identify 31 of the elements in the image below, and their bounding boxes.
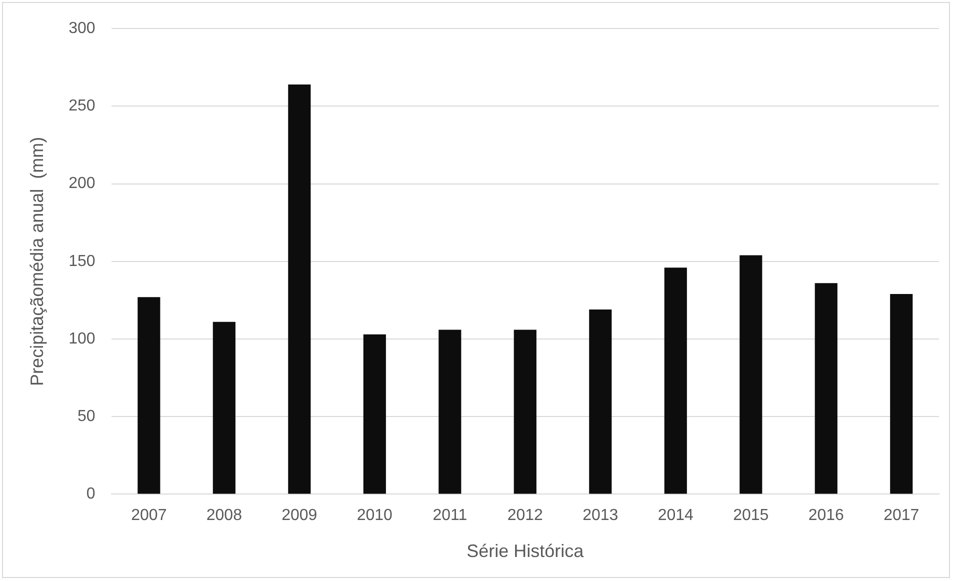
x-tick-label: 2013 bbox=[582, 507, 618, 524]
x-tick-label: 2016 bbox=[808, 507, 844, 524]
bar bbox=[890, 294, 913, 494]
bar bbox=[664, 268, 687, 494]
x-tick-label: 2012 bbox=[507, 507, 544, 524]
bar bbox=[740, 255, 762, 494]
bar bbox=[814, 283, 838, 494]
y-tick-label: 150 bbox=[68, 252, 96, 270]
x-tick-label: 2015 bbox=[733, 507, 769, 524]
x-tick-label: 2008 bbox=[206, 507, 242, 524]
x-tick-label: 2014 bbox=[658, 507, 694, 524]
x-tick-label: 2007 bbox=[131, 507, 167, 524]
bar bbox=[212, 322, 236, 494]
y-tick-label: 250 bbox=[68, 98, 96, 115]
bar bbox=[363, 334, 386, 494]
y-tick-label: 100 bbox=[68, 330, 96, 348]
bar bbox=[438, 330, 462, 494]
bar bbox=[138, 297, 160, 494]
bar bbox=[514, 330, 536, 494]
bar bbox=[288, 84, 311, 494]
y-tick-label: 200 bbox=[68, 175, 96, 192]
y-tick-label: 0 bbox=[86, 486, 96, 503]
x-tick-label: 2011 bbox=[432, 507, 468, 524]
x-tick-label: 2009 bbox=[282, 507, 318, 524]
y-tick-label: 50 bbox=[78, 408, 96, 426]
y-tick-label: 300 bbox=[68, 20, 96, 38]
x-axis-title: Série Histórica bbox=[466, 541, 585, 562]
bar bbox=[589, 310, 612, 494]
x-tick-label: 2017 bbox=[884, 507, 920, 524]
x-tick-label: 2010 bbox=[356, 507, 393, 524]
y-axis-title: Precipitaçãomédia anual (mm) bbox=[26, 136, 47, 386]
